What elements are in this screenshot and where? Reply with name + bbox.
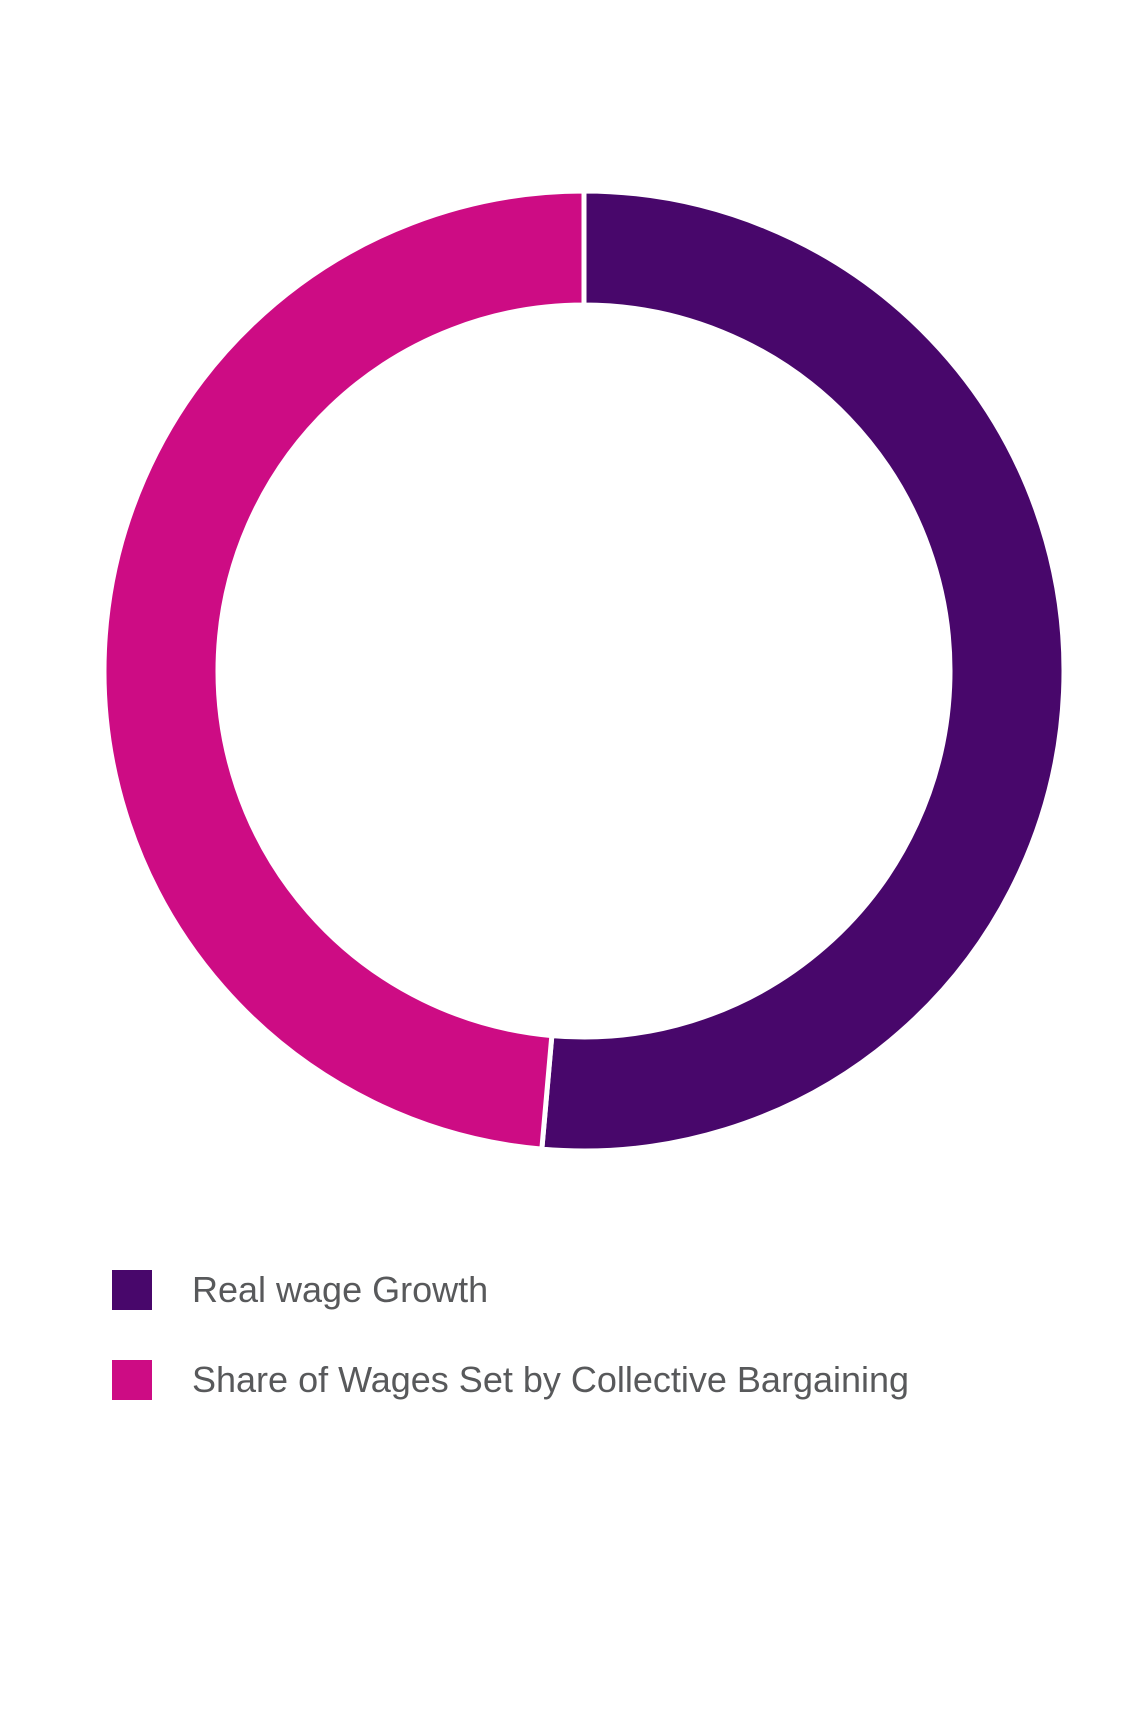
- legend-swatch-collective-bargaining: [112, 1360, 152, 1400]
- legend-label-collective-bargaining: Share of Wages Set by Collective Bargain…: [192, 1359, 910, 1400]
- donut-chart-svg: [101, 188, 1067, 1154]
- legend-label-real-wage-growth: Real wage Growth: [192, 1269, 489, 1310]
- donut-slice-share-of-wages-set-by-collective-bargaining: [101, 188, 587, 1152]
- donut-slice-real-wage-growth: [539, 188, 1067, 1154]
- donut-chart: [101, 188, 1067, 1154]
- legend-item-collective-bargaining: Share of Wages Set by Collective Bargain…: [112, 1359, 910, 1400]
- legend-item-real-wage-growth: Real wage Growth: [112, 1269, 909, 1310]
- legend-swatch-real-wage-growth: [112, 1270, 152, 1310]
- chart-legend: Real wage Growth Share of Wages Set by C…: [112, 1269, 910, 1450]
